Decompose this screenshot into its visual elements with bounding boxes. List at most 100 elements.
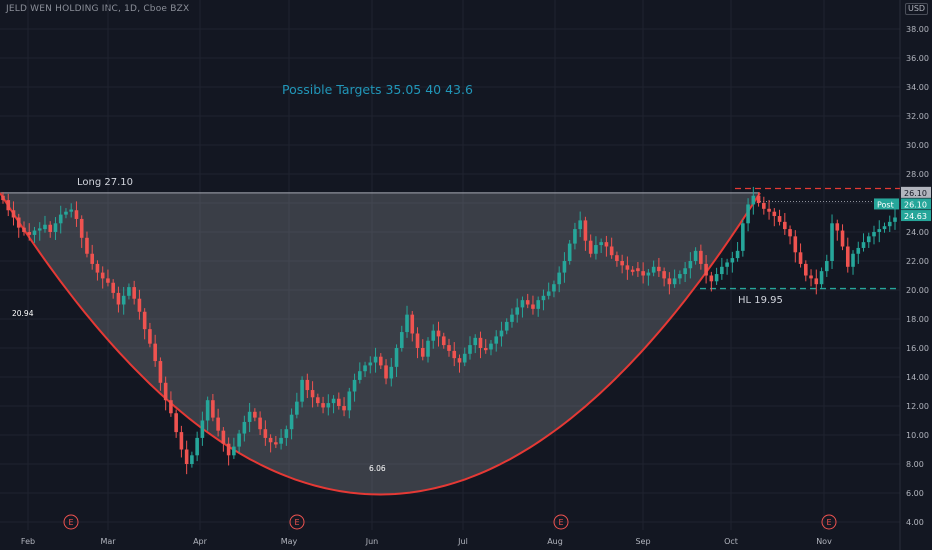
cup-bottom-label: 6.06 [369, 464, 386, 473]
candle-body [557, 272, 561, 285]
candle-body [657, 266, 661, 272]
candle-body [216, 417, 220, 431]
candle-body [106, 278, 110, 283]
y-tick-label: 34.00 [906, 83, 929, 92]
candle-body [468, 345, 472, 354]
candle-body [368, 362, 373, 366]
y-tick-label: 32.00 [906, 112, 929, 121]
candle-body [268, 437, 273, 443]
candle-body [489, 343, 493, 350]
y-tick-label: 24.00 [906, 228, 929, 237]
y-tick-label: 28.00 [906, 170, 929, 179]
candle-body [804, 263, 808, 276]
candle-body [85, 237, 89, 254]
candle-body [431, 330, 436, 341]
candle-body [263, 429, 268, 438]
candle-body [809, 275, 813, 279]
candle-body [258, 417, 262, 430]
candle-body [32, 230, 37, 235]
cup-curve [0, 192, 761, 496]
candle-body [237, 433, 241, 447]
y-tick-label: 36.00 [906, 54, 929, 63]
currency-label[interactable]: USD [905, 3, 929, 15]
candle-body [200, 420, 205, 438]
price-tag-last: 26.10 [904, 189, 927, 198]
candle-body [756, 195, 761, 203]
candle-body [573, 229, 577, 244]
candle-body [211, 400, 215, 418]
post-label: Post [877, 200, 894, 209]
candle-body [79, 218, 84, 238]
candle-body [588, 240, 593, 254]
candle-body [436, 330, 441, 337]
candle-body [793, 236, 798, 253]
candle-body [326, 403, 331, 408]
candle-body [578, 220, 582, 230]
earnings-marker-label: E [68, 518, 73, 527]
candle-body [662, 271, 666, 279]
earnings-marker-label: E [558, 518, 563, 527]
y-tick-label: 10.00 [906, 431, 929, 440]
y-tick-label: 6.00 [906, 489, 924, 498]
candle-body [426, 340, 430, 357]
candle-body [741, 223, 745, 251]
candle-body [232, 446, 236, 456]
candle-body [195, 437, 199, 456]
y-tick-label: 8.00 [906, 460, 924, 469]
symbol-header: JELD WEN HOLDING INC, 1D, Cboe BZX [6, 4, 190, 14]
candle-body [331, 398, 336, 404]
candle-body [358, 371, 362, 380]
candle-body [378, 356, 383, 366]
candle-body [872, 232, 876, 237]
candle-body [142, 311, 147, 330]
y-tick-label: 20.00 [906, 286, 929, 295]
candle-body [866, 236, 871, 243]
candle-body [69, 209, 74, 212]
candle-body [552, 284, 556, 292]
candle-body [704, 263, 708, 276]
candle-body [221, 430, 226, 444]
candle-body [1, 195, 5, 201]
candle-body [840, 230, 845, 247]
candle-body [494, 336, 499, 344]
candle-body [148, 329, 152, 344]
candle-body [672, 278, 677, 285]
y-tick-label: 22.00 [906, 257, 929, 266]
candle-body [641, 271, 645, 276]
candle-body [625, 265, 630, 270]
x-tick-label: Jun [365, 537, 379, 546]
y-tick-label: 4.00 [906, 518, 924, 527]
candle-body [646, 272, 651, 276]
earnings-marker-icon [289, 514, 305, 530]
y-tick-label: 12.00 [906, 402, 929, 411]
candle-body [352, 379, 357, 392]
candle-body [310, 390, 315, 398]
price-tag-prev-bg [901, 210, 931, 222]
candle-body [27, 232, 32, 235]
candle-body [116, 292, 121, 305]
candle-body [478, 337, 483, 348]
x-tick-label: May [281, 537, 298, 546]
candle-body [483, 348, 488, 351]
candle-body [798, 252, 803, 264]
candle-body [877, 229, 882, 232]
candle-body [531, 304, 535, 309]
candle-body [499, 330, 504, 337]
candle-body [772, 211, 777, 217]
candle-body [861, 242, 866, 248]
candle-body [814, 278, 819, 285]
x-tick-label: Mar [100, 537, 116, 546]
candle-body [678, 274, 682, 279]
candle-body [405, 314, 409, 333]
candle-body [384, 365, 388, 379]
candle-body [730, 258, 735, 263]
candle-body [37, 228, 42, 231]
candle-body [415, 333, 420, 348]
y-tick-label: 16.00 [906, 344, 929, 353]
candle-body [546, 291, 551, 296]
candle-body [851, 253, 855, 267]
candle-body [394, 348, 399, 367]
candle-body [74, 210, 79, 219]
targets-annotation: Possible Targets 35.05 40 43.6 [282, 82, 473, 97]
